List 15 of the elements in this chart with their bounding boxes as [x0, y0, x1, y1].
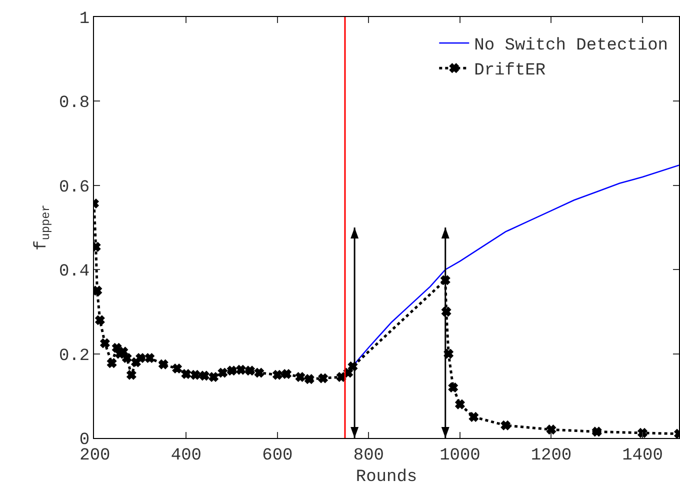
x-tick-label: 1200 [530, 446, 572, 466]
x-tick-label: 800 [353, 446, 384, 466]
y-tick-label: 0.4 [58, 262, 90, 282]
x-tick-label: 200 [80, 446, 110, 466]
y-tick-label: 0.8 [58, 94, 90, 114]
legend-label: DriftER [474, 62, 546, 81]
y-tick-label: 1 [79, 10, 90, 29]
legend-label: No Switch Detection [474, 36, 668, 56]
y-tick-label: 0.2 [58, 346, 90, 366]
x-tick-label: 400 [170, 446, 202, 466]
y-tick-label: 0.6 [58, 178, 90, 198]
x-axis-title: Rounds [356, 468, 418, 487]
x-tick-label: 600 [262, 446, 293, 466]
x-tick-label: 1000 [440, 446, 480, 466]
x-tick-label: 1400 [622, 446, 663, 466]
